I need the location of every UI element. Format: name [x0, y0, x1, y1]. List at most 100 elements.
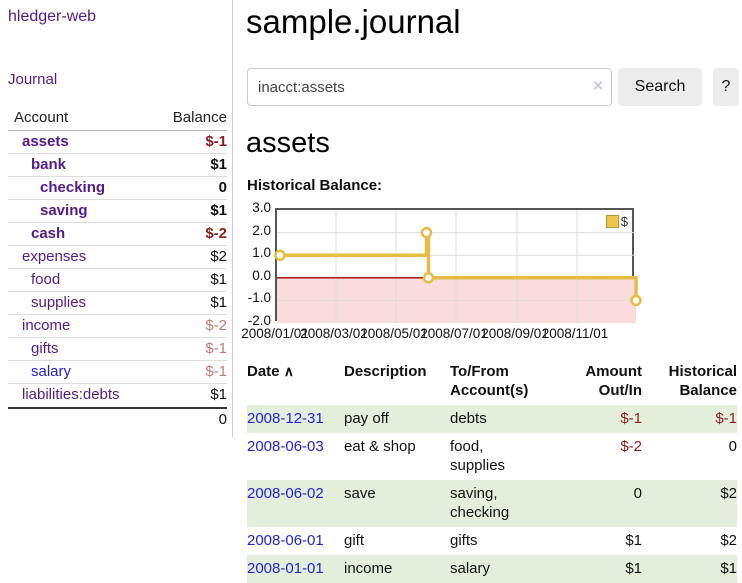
y-tick-label: 3.0 [252, 200, 271, 215]
sidebar-account-link[interactable]: food [31, 271, 61, 288]
sidebar-item-journal[interactable]: Journal [8, 71, 58, 88]
register-header-row: Date ∧ Description To/From Account(s) Am… [247, 362, 737, 403]
balance-column-header: Historical Balance [668, 363, 737, 399]
data-point-marker [422, 272, 435, 284]
sidebar-account-link[interactable]: salary [31, 363, 72, 380]
register-row: 2008-01-01 income salary $1 $1 [247, 555, 737, 583]
clear-search-icon[interactable]: × [593, 76, 603, 95]
sort-ascending-icon: ∧ [283, 363, 294, 379]
sidebar-account-link[interactable]: gifts [31, 340, 59, 357]
sidebar-account-link[interactable]: cash [31, 225, 66, 242]
sidebar-account-row: salary $-1 [8, 361, 227, 384]
x-tick-label: 2008/01/01 [241, 326, 309, 341]
chart-legend: $ [605, 214, 628, 229]
app-title-link[interactable]: hledger-web [8, 8, 97, 25]
register-description: gift [344, 532, 365, 549]
sidebar-account-row: cash $-2 [8, 223, 227, 246]
y-tick-label: 0.0 [252, 267, 271, 283]
legend-label: $ [620, 214, 628, 229]
accounts-column-header: To/From Account(s) [450, 363, 529, 399]
register-row: 2008-06-02 save saving, checking 0 $2 [247, 480, 737, 527]
sidebar-account-link[interactable]: supplies [31, 294, 87, 311]
sidebar-total-balance: 0 [218, 411, 227, 428]
search-button[interactable]: Search [618, 68, 702, 106]
x-tick-label: 2008/05/01 [360, 326, 428, 341]
register-date-link[interactable]: 2008-06-03 [247, 438, 324, 455]
register-accounts: food, supplies [450, 438, 506, 474]
register-description: save [344, 485, 376, 502]
sidebar-account-balance: $1 [210, 202, 227, 219]
data-point-marker [630, 294, 642, 307]
sidebar-account-row: liabilities:debts $1 [8, 384, 227, 407]
page-title: sample.journal [246, 3, 461, 40]
register-amount: 0 [633, 485, 642, 502]
sidebar-accounts-table: Account Balance assets $-1 bank $1 check… [8, 106, 227, 430]
chart-plot-area: $ [274, 208, 642, 323]
sidebar-account-row: income $-2 [8, 315, 227, 338]
sidebar-account-link[interactable]: income [22, 317, 71, 334]
x-tick-label: 2008/11/01 [541, 326, 609, 341]
balance-column-header: Balance [172, 109, 227, 126]
sidebar-account-row: saving $1 [8, 200, 227, 223]
register-accounts: gifts [450, 532, 478, 549]
sidebar-account-balance: $-1 [205, 340, 227, 357]
sidebar-account-balance: $-2 [205, 225, 227, 242]
register-date-link[interactable]: 2008-01-01 [247, 560, 324, 577]
y-tick-label: 2.0 [252, 222, 271, 238]
register-amount: $-2 [620, 438, 642, 455]
balance-chart-svg [274, 210, 642, 323]
register-row: 2008-06-03 eat & shop food, supplies $-2… [247, 433, 737, 480]
chart-title: Historical Balance: [247, 177, 383, 194]
register-balance: $1 [720, 560, 737, 577]
account-column-header: Account [14, 109, 69, 126]
register-amount: $1 [625, 560, 642, 577]
sidebar-account-balance: $1 [210, 386, 227, 403]
sidebar-account-balance: $1 [210, 294, 227, 311]
sidebar-account-balance: $-1 [205, 363, 227, 380]
date-column-header[interactable]: Date ∧ [247, 363, 294, 380]
sidebar-account-link[interactable]: saving [40, 202, 88, 219]
register-description: eat & shop [344, 438, 416, 455]
sidebar-account-link[interactable]: expenses [22, 248, 87, 265]
sidebar-account-balance: $1 [210, 271, 227, 288]
register-row: 2008-12-31 pay off debts $-1 $-1 [247, 405, 737, 433]
x-tick-label: 2008/09/01 [481, 326, 549, 341]
sidebar-account-balance: 0 [218, 179, 227, 196]
amount-column-header: Amount Out/In [585, 363, 642, 399]
sidebar-account-link[interactable]: assets [22, 133, 69, 150]
sidebar-account-balance: $-1 [205, 133, 227, 150]
sidebar-total-row: 0 [8, 407, 227, 430]
sidebar-divider [232, 0, 233, 437]
sidebar-account-row: assets $-1 [8, 131, 227, 154]
legend-swatch-icon [605, 215, 619, 228]
register-accounts: saving, checking [450, 485, 510, 521]
help-button[interactable]: ? [713, 68, 739, 106]
register-balance: $2 [720, 532, 737, 549]
sidebar-account-row: checking 0 [8, 177, 227, 200]
register-balance: $-1 [715, 410, 737, 427]
sidebar-account-link[interactable]: checking [40, 179, 106, 196]
register-date-link[interactable]: 2008-06-01 [247, 532, 324, 549]
sidebar-account-row: bank $1 [8, 154, 227, 177]
sidebar-accounts-header: Account Balance [8, 106, 227, 131]
register-amount: $1 [625, 532, 642, 549]
sidebar-account-row: gifts $-1 [8, 338, 227, 361]
register-accounts: debts [450, 410, 487, 427]
register-row: 2008-06-01 gift gifts $1 $2 [247, 527, 737, 555]
register-amount: $-1 [620, 410, 642, 427]
sidebar-account-row: supplies $1 [8, 292, 227, 315]
register-date-link[interactable]: 2008-12-31 [247, 410, 324, 427]
sidebar-account-balance: $1 [210, 156, 227, 173]
register-description: income [344, 560, 393, 577]
register-balance: 0 [728, 438, 737, 455]
register-date-link[interactable]: 2008-06-02 [247, 485, 324, 502]
y-tick-label: -2.0 [247, 313, 271, 328]
historical-balance-chart: $ 3.0 2.0 1.0 0.0 -1.0 -2.0 2008/01/01 2008/03/… [241, 200, 645, 348]
account-heading: assets [246, 127, 330, 159]
x-tick-label: 2008/03/01 [300, 326, 368, 341]
register-description: pay off [344, 410, 389, 427]
y-tick-label: 1.0 [252, 245, 271, 261]
sidebar-account-link[interactable]: liabilities:debts [22, 386, 120, 403]
search-input[interactable] [247, 68, 612, 106]
sidebar-account-link[interactable]: bank [31, 156, 67, 173]
